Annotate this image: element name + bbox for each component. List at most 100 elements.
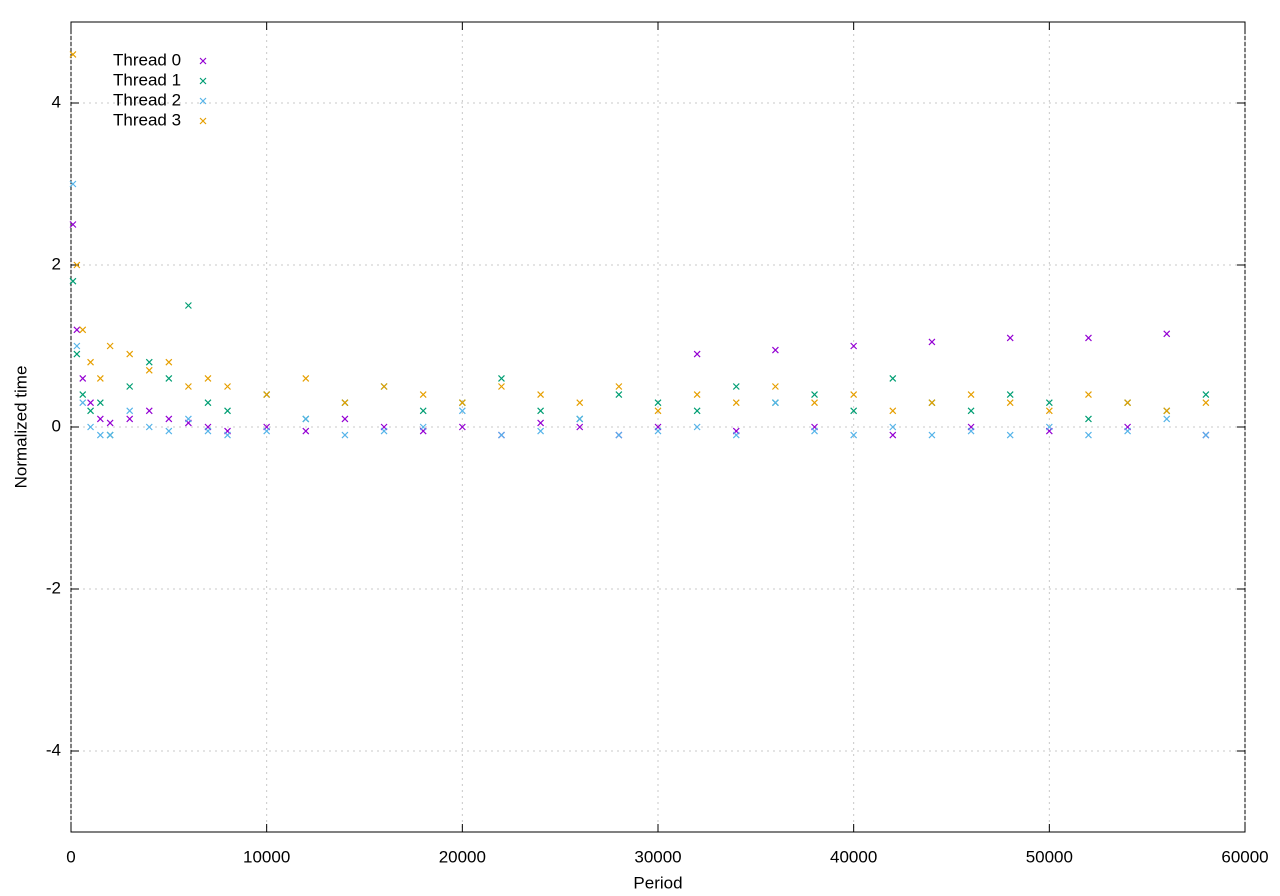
point — [224, 431, 231, 439]
point — [654, 407, 662, 415]
point — [224, 383, 231, 390]
point — [1006, 334, 1014, 342]
point — [498, 431, 505, 439]
point — [184, 383, 192, 390]
point — [615, 391, 623, 399]
point — [615, 383, 623, 390]
point — [69, 180, 77, 188]
point — [79, 399, 87, 407]
point — [1006, 391, 1014, 399]
legend-label: Thread 2 — [113, 90, 181, 109]
point — [69, 221, 77, 228]
point — [96, 399, 104, 407]
point — [106, 342, 114, 350]
point — [73, 326, 81, 334]
point — [165, 427, 173, 435]
point — [537, 391, 545, 399]
x-tick-label: 30000 — [634, 847, 681, 866]
y-tick-label: 0 — [52, 416, 61, 435]
point — [967, 427, 975, 435]
point — [576, 423, 584, 431]
point — [79, 391, 87, 399]
point — [204, 374, 212, 382]
point — [204, 427, 212, 435]
point — [1202, 391, 1210, 399]
point — [204, 399, 212, 407]
point — [771, 399, 779, 407]
point — [184, 302, 192, 309]
point — [145, 366, 153, 374]
point — [419, 407, 427, 415]
legend-marker — [199, 117, 207, 125]
point — [380, 427, 388, 435]
y-tick-label: -4 — [46, 740, 61, 759]
point — [302, 374, 310, 382]
point — [145, 407, 153, 415]
point — [889, 374, 897, 382]
point — [263, 427, 271, 435]
point — [96, 431, 104, 439]
point — [850, 431, 858, 439]
point — [458, 407, 466, 415]
point — [850, 342, 858, 350]
x-tick-label: 60000 — [1221, 847, 1268, 866]
legend-marker — [199, 97, 207, 105]
point — [69, 277, 77, 285]
x-tick-label: 10000 — [243, 847, 290, 866]
point — [106, 431, 114, 439]
legend-marker — [199, 77, 207, 85]
point — [126, 407, 134, 415]
point — [1163, 407, 1171, 415]
point — [87, 358, 94, 366]
point — [1124, 399, 1132, 407]
point — [576, 399, 584, 407]
point — [87, 399, 94, 407]
point — [1006, 399, 1014, 407]
point — [537, 427, 545, 435]
point — [79, 374, 87, 382]
point — [73, 261, 81, 269]
point — [654, 427, 662, 435]
point — [850, 391, 858, 399]
point — [1085, 391, 1092, 399]
point — [1202, 431, 1210, 439]
point — [145, 423, 153, 431]
point — [126, 350, 134, 358]
legend-label: Thread 1 — [113, 70, 181, 89]
point — [771, 346, 779, 354]
point — [165, 415, 173, 423]
point — [224, 407, 231, 415]
point — [341, 399, 349, 407]
y-tick-label: 2 — [52, 254, 61, 273]
point — [106, 419, 114, 427]
point — [1163, 415, 1171, 423]
point — [654, 399, 662, 407]
point — [889, 431, 897, 439]
point — [73, 342, 81, 350]
point — [615, 431, 623, 439]
point — [458, 423, 466, 431]
point — [732, 431, 740, 439]
point — [889, 423, 897, 431]
point — [87, 423, 94, 431]
point — [1085, 334, 1092, 342]
point — [165, 358, 173, 366]
point — [693, 407, 701, 415]
point — [419, 423, 427, 431]
point — [145, 358, 153, 366]
x-axis-label: Period — [633, 873, 682, 892]
point — [458, 399, 466, 407]
legend-label: Thread 0 — [113, 50, 181, 69]
point — [928, 399, 936, 407]
point — [1085, 431, 1092, 439]
point — [126, 415, 134, 423]
point — [73, 350, 81, 358]
point — [380, 383, 388, 390]
point — [1085, 415, 1092, 423]
x-tick-label: 0 — [66, 847, 75, 866]
point — [1124, 427, 1132, 435]
point — [498, 374, 505, 382]
point — [576, 415, 584, 423]
point — [537, 419, 545, 427]
